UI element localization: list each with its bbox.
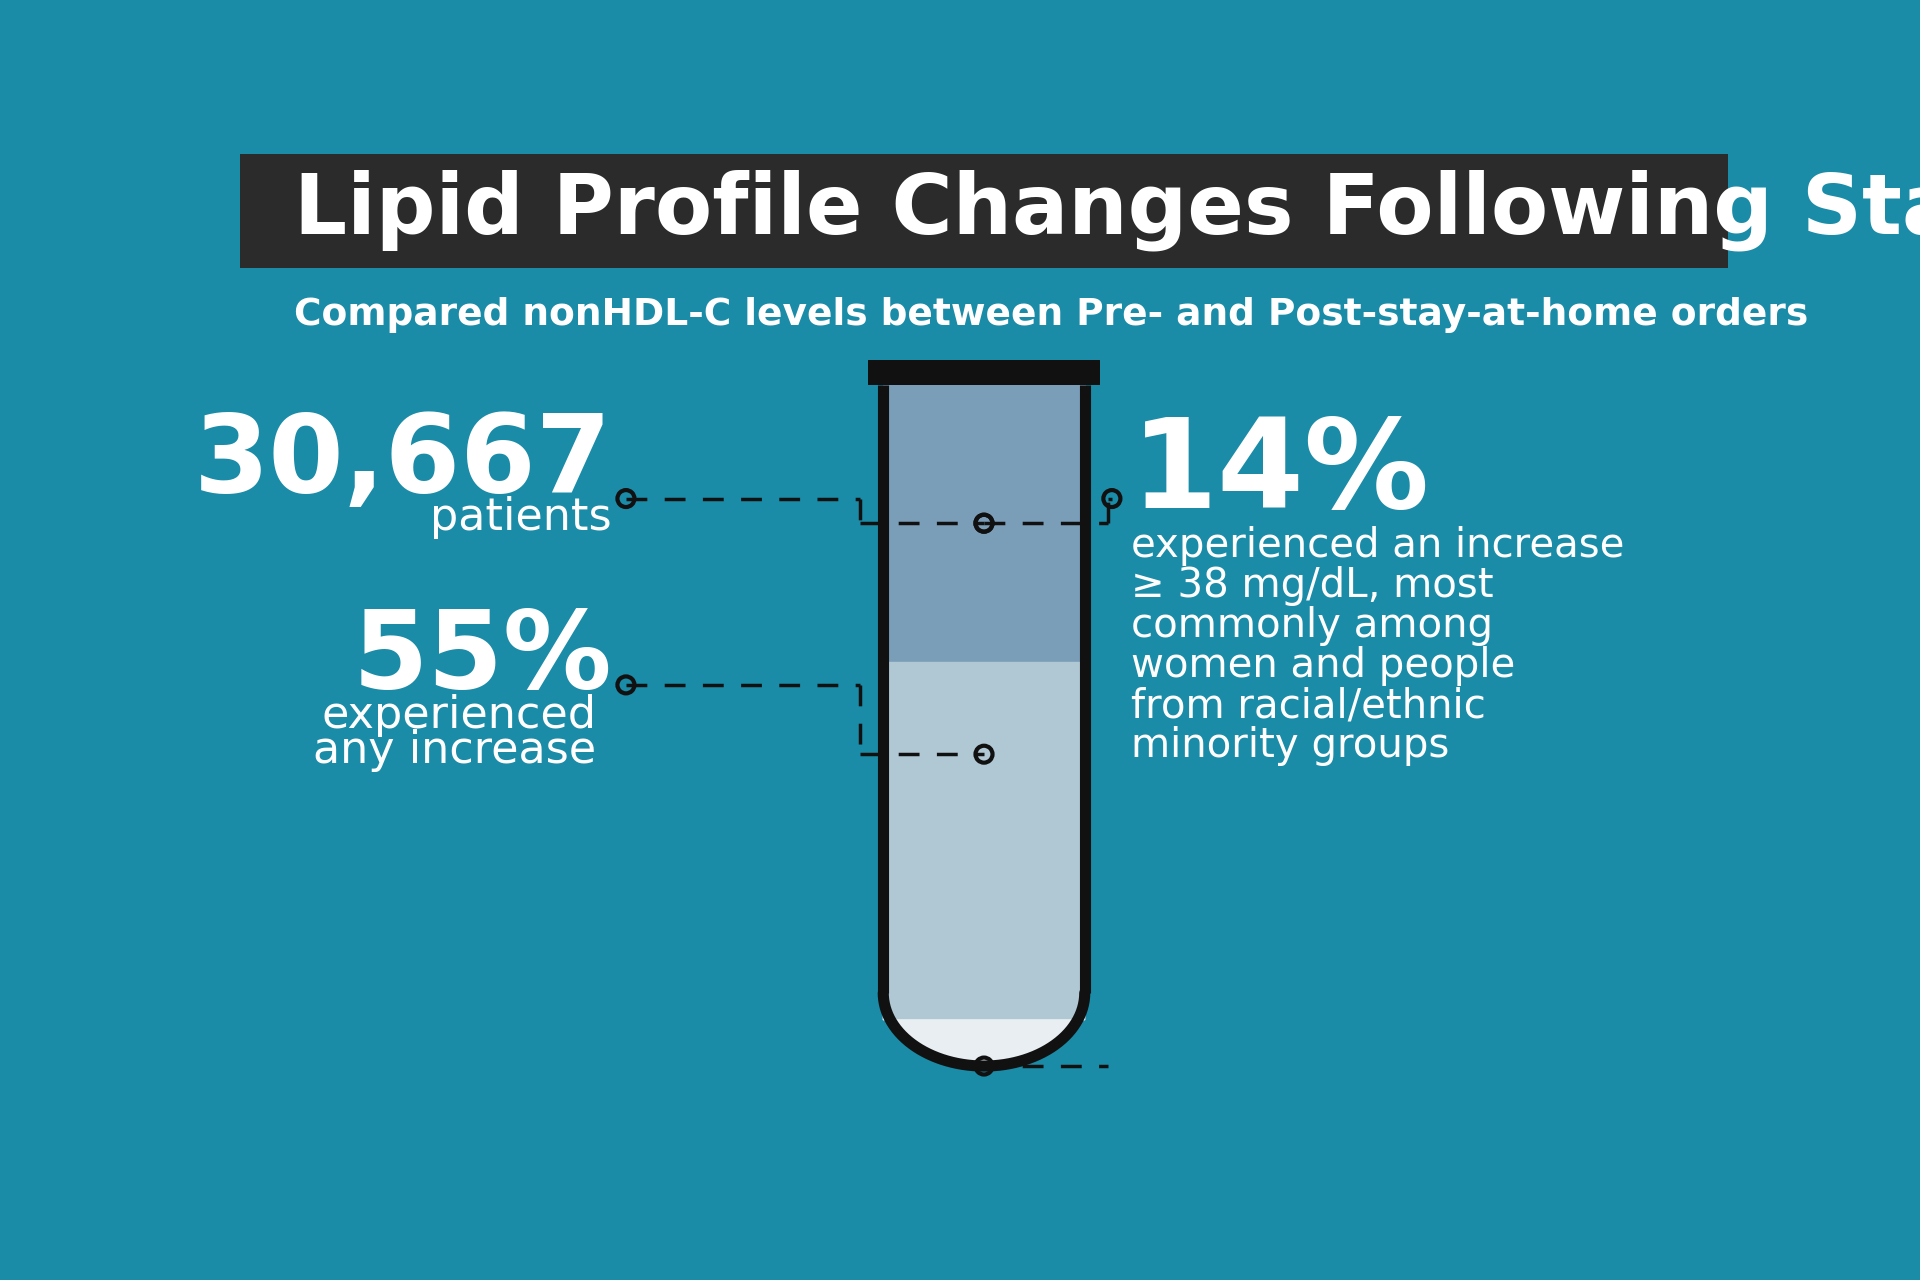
Text: 30,667: 30,667	[194, 408, 612, 515]
Text: experienced: experienced	[321, 694, 597, 737]
Text: ≥ 38 mg/dL, most: ≥ 38 mg/dL, most	[1131, 566, 1494, 607]
Text: patients: patients	[430, 495, 612, 539]
Text: from racial/ethnic: from racial/ethnic	[1131, 686, 1486, 727]
Polygon shape	[883, 993, 1085, 1066]
Polygon shape	[883, 384, 1085, 662]
Text: experienced an increase: experienced an increase	[1131, 526, 1624, 566]
Text: commonly among: commonly among	[1131, 607, 1494, 646]
Text: Compared nonHDL-C levels between Pre- and Post-stay-at-home orders: Compared nonHDL-C levels between Pre- an…	[294, 297, 1809, 333]
Polygon shape	[883, 993, 1085, 1066]
Text: minority groups: minority groups	[1131, 727, 1450, 767]
Text: 55%: 55%	[353, 605, 612, 710]
Bar	[240, 154, 1728, 268]
Polygon shape	[883, 662, 1085, 993]
Bar	[868, 360, 1100, 384]
Text: women and people: women and people	[1131, 646, 1515, 686]
Text: Lipid Profile Changes Following Stay-At-Home Order: Lipid Profile Changes Following Stay-At-…	[294, 169, 1920, 252]
Text: any increase: any increase	[313, 728, 597, 772]
Text: 14%: 14%	[1131, 412, 1430, 534]
